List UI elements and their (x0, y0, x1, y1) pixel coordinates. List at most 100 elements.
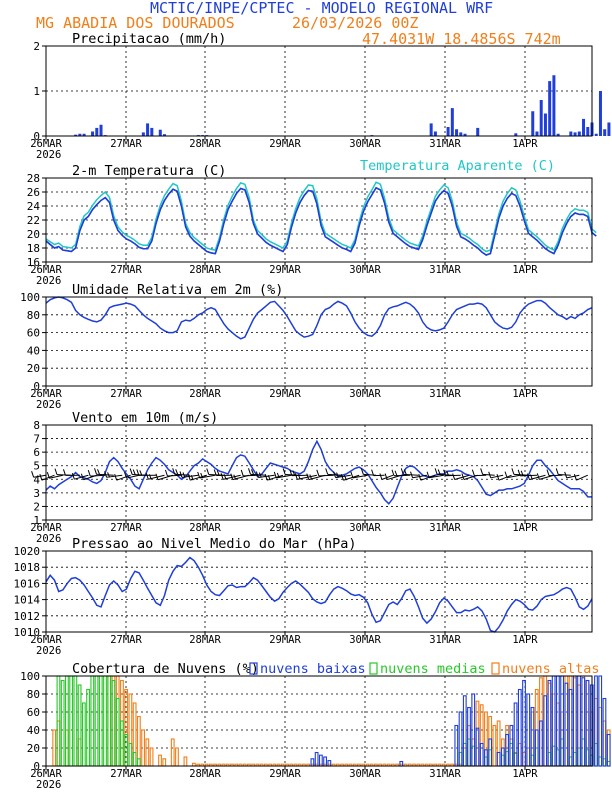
wind-barb (197, 471, 216, 479)
precip-panel: 0 1 2 26MAR 27MAR 28MAR 29MAR 30MAR 31MAR 1APR 202… (30, 31, 611, 161)
panel-title: Cobertura de Nuvens (%) (72, 661, 259, 677)
y-tick-label: 100 (20, 291, 40, 304)
x-tick-label: 31MAR (429, 634, 461, 646)
cloud-low-bar (568, 688, 573, 767)
y-tick-label: 20 (27, 742, 40, 755)
y-tick-label: 4 (33, 473, 40, 486)
header-location: MG ABADIA DOS DOURADOS (36, 14, 235, 32)
precip-bar (82, 133, 86, 136)
precip-bar (556, 133, 560, 136)
legend-swatch (249, 662, 258, 675)
temp-series-main (45, 186, 597, 256)
wind-barb (350, 471, 368, 479)
y-tick-label: 18 (27, 242, 40, 255)
cloud-low-bar (327, 760, 332, 767)
year-label: 2026 (36, 275, 61, 287)
y-tick-label: 3 (33, 487, 40, 500)
cloud-mid-bar (81, 702, 86, 767)
cloud-low-bar (543, 695, 548, 767)
legend-swatch (491, 662, 500, 675)
x-tick-label: 27MAR (110, 138, 142, 150)
x-tick-label: 28MAR (189, 388, 221, 400)
y-tick-label: 0 (33, 130, 40, 143)
header-coords: 47.4031W 18.4856S 742m (362, 30, 561, 48)
cloud-mid-bar (132, 751, 137, 767)
legend-apparent-temp: Temperatura Aparente (C) (360, 158, 555, 174)
cloud-low-bar (484, 749, 488, 767)
legend-label: nuvens baixas (260, 661, 366, 677)
cloud-mid-bar (103, 675, 107, 767)
rh-panel: 0 20 40 60 80 100 26MAR 27MAR 28MAR 29MAR 30MAR 31M… (20, 282, 593, 411)
precip-bar (594, 133, 598, 136)
y-tick-label: 1 (33, 85, 40, 98)
y-tick-label: 28 (27, 172, 40, 185)
precip-bar (158, 129, 162, 136)
x-tick-label: 28MAR (189, 264, 221, 276)
wind-barb (172, 468, 190, 476)
y-tick-label: 80 (27, 688, 40, 701)
x-tick-label: 28MAR (189, 522, 221, 534)
x-tick-label: 29MAR (269, 138, 301, 150)
precip-bar (95, 127, 99, 136)
wind-barb (289, 469, 309, 477)
cloud-high-bar (158, 754, 162, 767)
wind-barb (496, 474, 512, 481)
y-tick-label: 1014 (14, 594, 41, 607)
x-tick-label: 26MAR (30, 264, 62, 276)
y-tick-label: 2 (33, 500, 40, 513)
panel-frame (45, 424, 593, 521)
cloud-low-bar (585, 679, 590, 767)
x-tick-label: 30MAR (349, 138, 381, 150)
cloud-mid-bar (107, 675, 112, 767)
y-tick-label: 1010 (14, 626, 41, 639)
precip-bar (446, 127, 450, 136)
precip-bar (539, 100, 543, 136)
cloud-low-bar (467, 706, 471, 767)
precip-bar (577, 131, 581, 136)
precip-bar (543, 113, 547, 136)
x-tick-label: 26MAR (30, 388, 62, 400)
x-tick-label: 30MAR (349, 768, 381, 780)
cloud-low-bar (581, 677, 586, 767)
cloud-low-bar (539, 720, 543, 767)
panel-frame (45, 550, 593, 633)
wind-barb (145, 473, 165, 480)
cloud-high-bar (145, 738, 150, 767)
panel-frame (45, 177, 593, 263)
precip-bar (74, 134, 78, 136)
wind-barb (316, 469, 334, 477)
precip-bar (598, 91, 602, 136)
y-tick-label: 16 (27, 256, 40, 269)
y-tick-label: 1 (33, 514, 40, 527)
wind-barb (488, 471, 504, 479)
wind-barb (546, 469, 563, 477)
y-tick-label: 1018 (14, 561, 41, 574)
cloud-mid-bar (120, 720, 124, 767)
wind-barb (164, 469, 182, 477)
y-tick-label: 8 (33, 419, 40, 432)
y-tick-label: 20 (27, 228, 40, 241)
y-tick-label: 1016 (14, 577, 41, 590)
precip-bar (163, 134, 167, 136)
precip-bar (150, 127, 154, 136)
panel-title: Umidade Relativa em 2m (%) (72, 282, 283, 298)
x-tick-label: 29MAR (269, 634, 301, 646)
cloud-mid-bar (65, 675, 69, 767)
wind-barb (104, 471, 123, 478)
cloud-mid-bar (98, 675, 103, 767)
pres-panel: 1010 1012 1014 1016 1018 1020 26MAR 27MAR 28MAR 2… (14, 536, 593, 657)
x-tick-label: 1APR (512, 138, 538, 150)
wind-barb (333, 471, 351, 479)
cloud-low-bar (454, 724, 459, 767)
cloud-low-bar (577, 675, 581, 767)
x-tick-label: 31MAR (429, 522, 461, 534)
cloud-low-bar (458, 711, 463, 767)
header-run: 26/03/2026 00Z (292, 14, 418, 32)
precip-bar (455, 129, 459, 136)
cloud-low-bar (479, 742, 484, 767)
x-tick-label: 28MAR (189, 138, 221, 150)
precip-bar (535, 131, 539, 136)
x-tick-label: 29MAR (269, 522, 301, 534)
x-tick-label: 27MAR (110, 264, 142, 276)
